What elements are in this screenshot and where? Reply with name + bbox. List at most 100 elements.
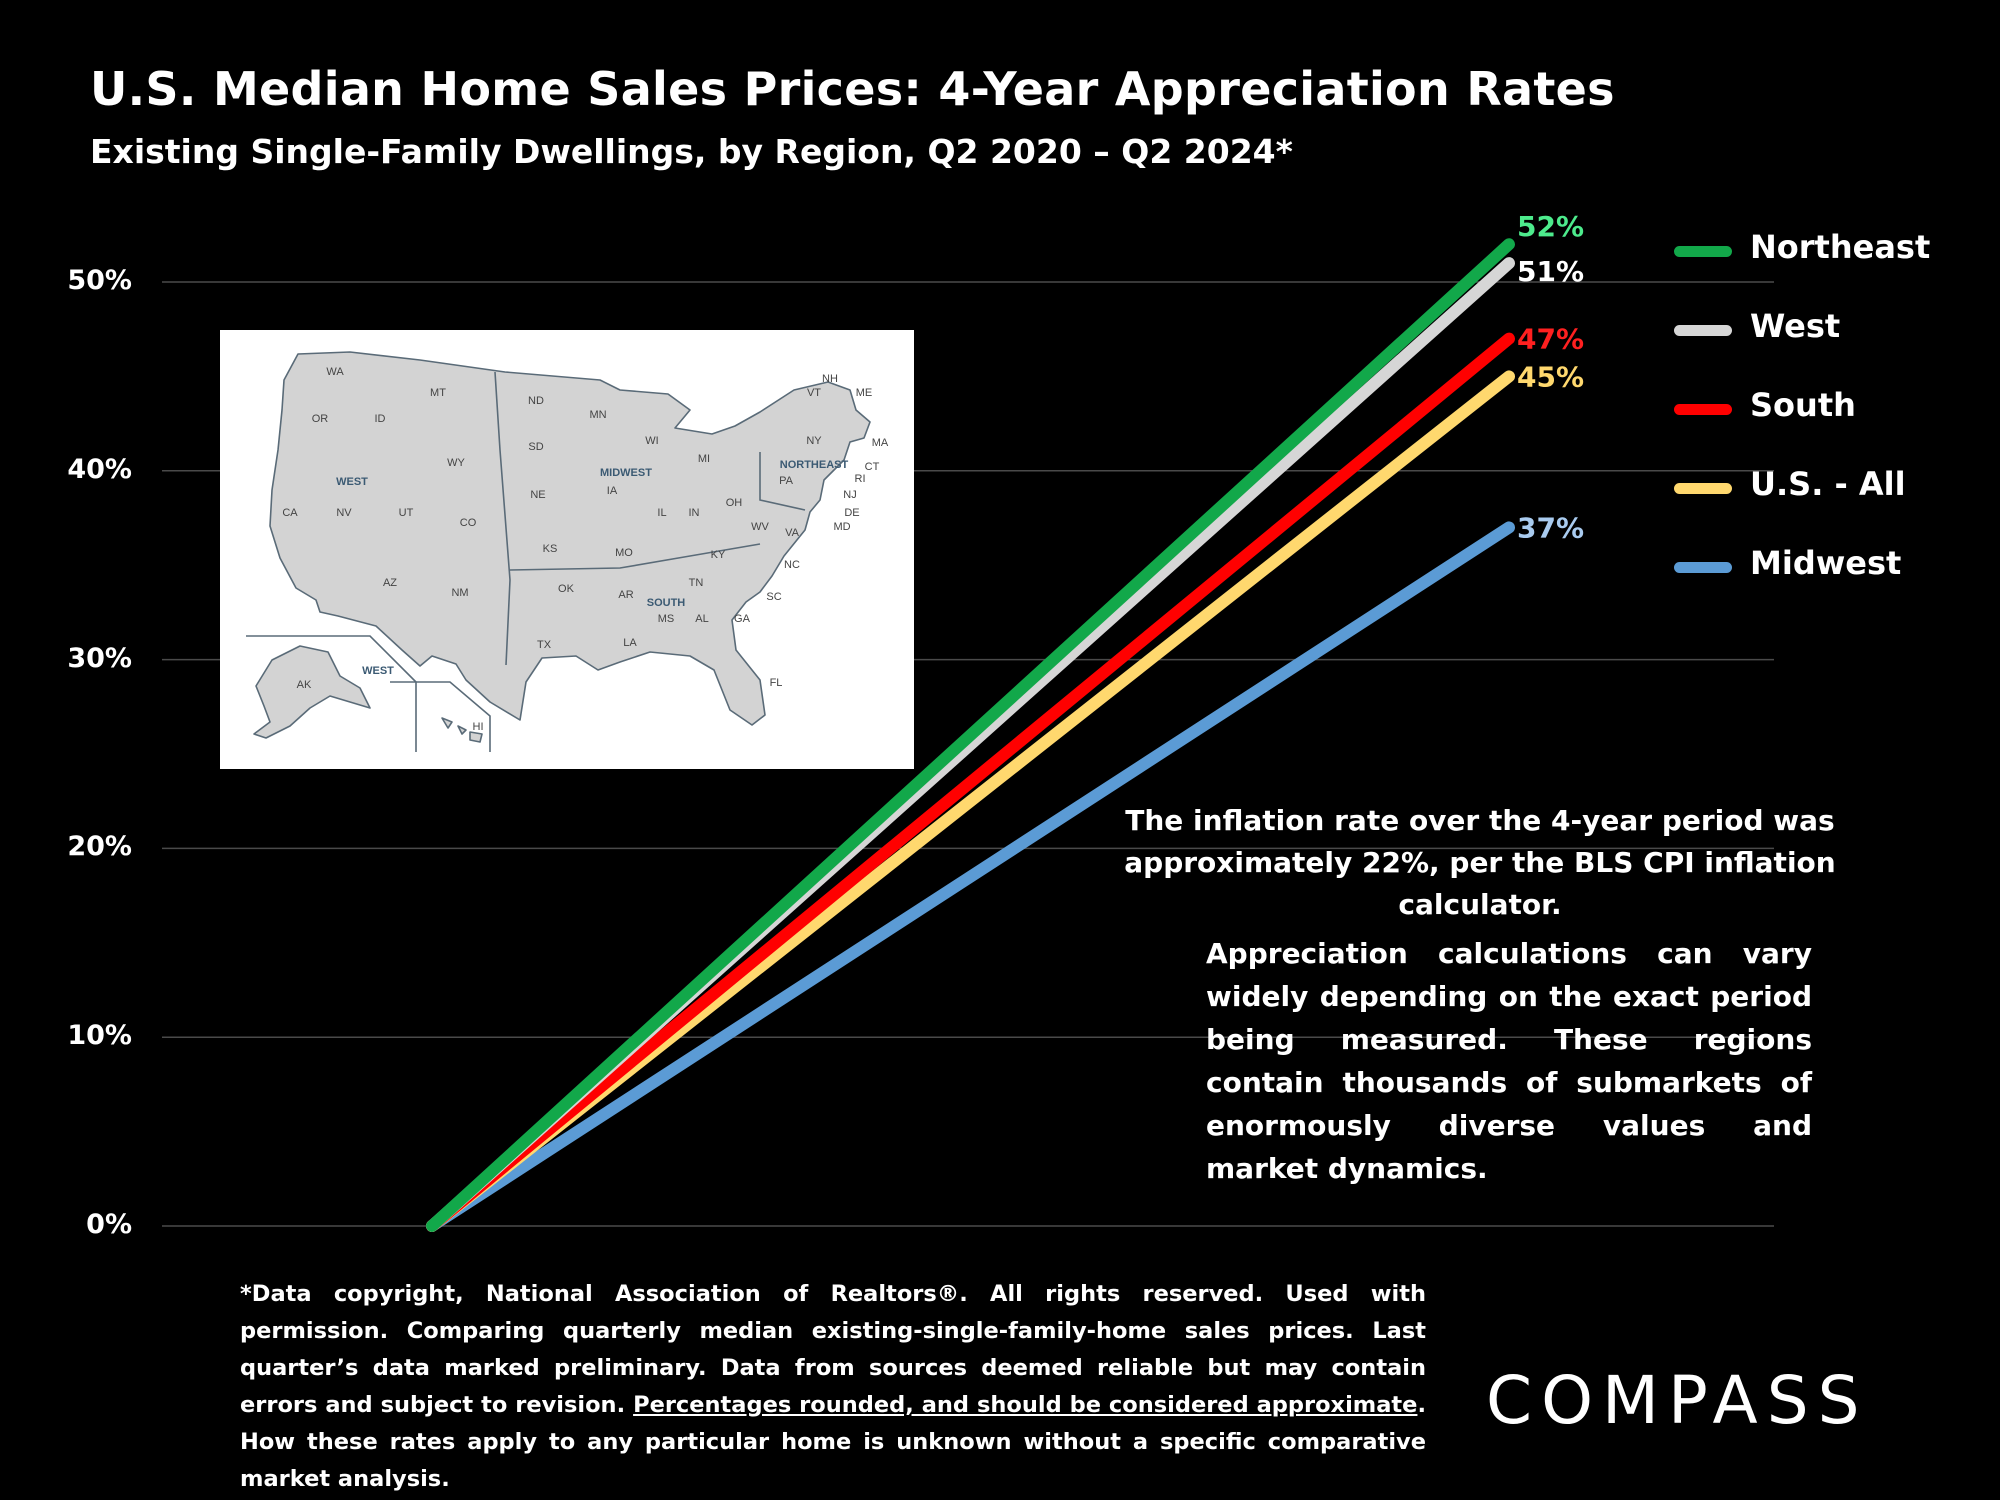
chart-subtitle: Existing Single-Family Dwellings, by Reg…	[90, 132, 1293, 171]
state-label: DE	[844, 507, 859, 519]
state-label: ND	[528, 395, 544, 407]
state-label: OH	[726, 497, 743, 509]
legend-swatch	[1674, 483, 1732, 494]
state-label: UT	[399, 507, 414, 519]
legend-label: South	[1750, 386, 1856, 424]
state-label: WY	[447, 457, 465, 469]
state-label: MS	[658, 613, 675, 625]
state-label: WA	[326, 366, 344, 378]
state-label: ID	[375, 413, 386, 425]
chart-end-labels: 52% 51% 47% 45% 37%	[1517, 210, 1584, 544]
state-label: OR	[312, 413, 329, 425]
state-label: IA	[607, 485, 618, 497]
footnote-part2: . How these rates apply to any particula…	[240, 1392, 1426, 1492]
legend-label: West	[1750, 307, 1841, 345]
state-label: VA	[785, 527, 800, 539]
appreciation-note: Appreciation calculations can vary widel…	[1206, 937, 1812, 1185]
state-label: MA	[872, 437, 889, 449]
contiguous-us-shape	[269, 351, 871, 726]
y-tick-label: 10%	[67, 1020, 132, 1052]
state-label: ME	[856, 387, 873, 399]
state-label: HI	[473, 721, 484, 733]
state-label: SC	[766, 591, 781, 603]
state-label: OK	[558, 583, 575, 595]
legend-label: U.S. - All	[1750, 465, 1906, 503]
state-label: VT	[807, 387, 821, 399]
chart-title: U.S. Median Home Sales Prices: 4-Year Ap…	[90, 62, 1615, 116]
legend-label: Northeast	[1750, 228, 1931, 266]
state-label: MO	[615, 547, 633, 559]
end-label-midwest: 37%	[1517, 511, 1584, 544]
state-label: MN	[589, 409, 606, 421]
y-tick-label: 20%	[67, 831, 132, 863]
state-label: NC	[784, 559, 800, 571]
footnote: *Data copyright, National Association of…	[240, 1276, 1426, 1498]
series-line-midwest	[426, 521, 1515, 1232]
y-tick-label: 30%	[67, 642, 132, 674]
legend-swatch	[1674, 562, 1732, 573]
state-label: GA	[734, 613, 751, 625]
y-tick-label: 40%	[67, 453, 132, 485]
footnote-underlined: Percentages rounded, and should be consi…	[633, 1392, 1418, 1418]
region-border-midwest-south	[509, 543, 761, 571]
legend-swatch	[1674, 404, 1732, 415]
state-label: CT	[865, 461, 880, 473]
state-label: WV	[751, 521, 769, 533]
state-label: SD	[528, 441, 543, 453]
state-label: RI	[855, 473, 866, 485]
legend-swatch	[1674, 246, 1732, 257]
us-region-map: WA MT ND MN NH VT ME OR ID SD WI MI NY MA WY CT RI NJ PA IA…	[220, 330, 914, 769]
state-label: KY	[711, 549, 726, 561]
state-label: LA	[623, 637, 637, 649]
state-label: AK	[297, 679, 312, 691]
state-label: NY	[806, 435, 822, 447]
inflation-note: The inflation rate over the 4-year perio…	[1124, 804, 1836, 921]
state-label: TX	[537, 639, 552, 651]
state-label: AL	[695, 613, 708, 625]
compass-logo: COMPASS	[1486, 1362, 1869, 1439]
y-tick-label: 0%	[86, 1209, 132, 1240]
state-label: MD	[833, 521, 850, 533]
state-label: NV	[336, 507, 352, 519]
state-label: CO	[460, 517, 477, 529]
series-line-northeast	[426, 238, 1515, 1232]
region-border-northeast	[759, 452, 806, 511]
state-label: NE	[530, 489, 545, 501]
state-label: PA	[779, 475, 794, 487]
footnote-part1: *Data copyright, National Association of…	[240, 1281, 1426, 1418]
state-label: TN	[689, 577, 704, 589]
state-label: IL	[657, 507, 666, 519]
end-label-west: 51%	[1517, 255, 1584, 288]
state-label: NJ	[843, 489, 856, 501]
state-label: MI	[698, 453, 710, 465]
state-label: AZ	[383, 577, 397, 589]
state-label: CA	[282, 507, 298, 519]
legend-swatch	[1674, 325, 1732, 336]
region-border-west	[494, 371, 511, 666]
state-label: AR	[618, 589, 633, 601]
alaska-divider	[246, 635, 417, 752]
state-label: NH	[822, 373, 838, 385]
region-label: NORTHEAST	[780, 459, 849, 471]
end-label-south: 47%	[1517, 323, 1584, 356]
state-label: MT	[430, 387, 446, 399]
state-label: IN	[689, 507, 700, 519]
hawaii-shape	[441, 717, 483, 743]
state-label: WI	[645, 435, 658, 447]
region-label: MIDWEST	[600, 467, 652, 479]
alaska-shape	[253, 645, 371, 739]
state-label: FL	[770, 677, 783, 689]
end-label-u-s-all: 45%	[1517, 360, 1584, 393]
chart-series-lines	[426, 238, 1515, 1232]
state-label: KS	[543, 543, 558, 555]
region-label: WEST	[362, 665, 394, 677]
region-label: WEST	[336, 476, 368, 488]
legend-label: Midwest	[1750, 544, 1902, 582]
state-label: NM	[451, 587, 468, 599]
hawaii-divider	[390, 681, 491, 752]
series-line-south	[426, 332, 1515, 1232]
y-tick-label: 50%	[67, 265, 132, 296]
end-label-northeast: 52%	[1517, 210, 1584, 243]
